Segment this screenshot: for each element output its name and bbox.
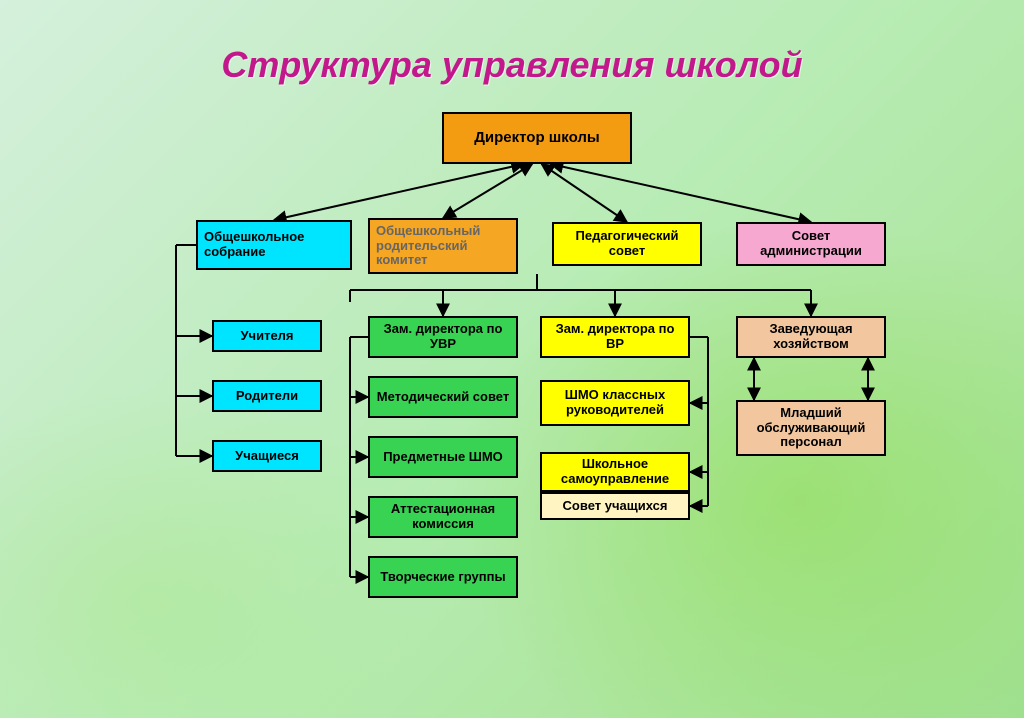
node-students: Учащиеся xyxy=(212,440,322,472)
node-stud_council: Совет учащихся xyxy=(540,492,690,520)
node-junior_staff: Младший обслуживающий персонал xyxy=(736,400,886,456)
node-parents: Родители xyxy=(212,380,322,412)
node-dep_uvr: Зам. директора по УВР xyxy=(368,316,518,358)
node-ped_council: Педагогический совет xyxy=(552,222,702,266)
node-parent_comm: Общешкольный родительский комитет xyxy=(368,218,518,274)
chart-title: Структура управления школой xyxy=(0,44,1024,86)
node-method: Методический совет xyxy=(368,376,518,418)
org-chart-stage: Структура управления школой Директор шко… xyxy=(0,0,1024,718)
node-meeting: Общешкольное собрание xyxy=(196,220,352,270)
node-attest: Аттестационная комиссия xyxy=(368,496,518,538)
node-director: Директор школы xyxy=(442,112,632,164)
node-housekeeper: Заведующая хозяйством xyxy=(736,316,886,358)
node-creative: Творческие группы xyxy=(368,556,518,598)
node-dep_vr: Зам. директора по ВР xyxy=(540,316,690,358)
node-teachers: Учителя xyxy=(212,320,322,352)
connectors-layer xyxy=(0,0,1024,718)
node-admin_council: Совет администрации xyxy=(736,222,886,266)
node-shmo_class: ШМО классных руководителей xyxy=(540,380,690,426)
node-self_gov: Школьное самоуправление xyxy=(540,452,690,492)
node-subj_shmo: Предметные ШМО xyxy=(368,436,518,478)
